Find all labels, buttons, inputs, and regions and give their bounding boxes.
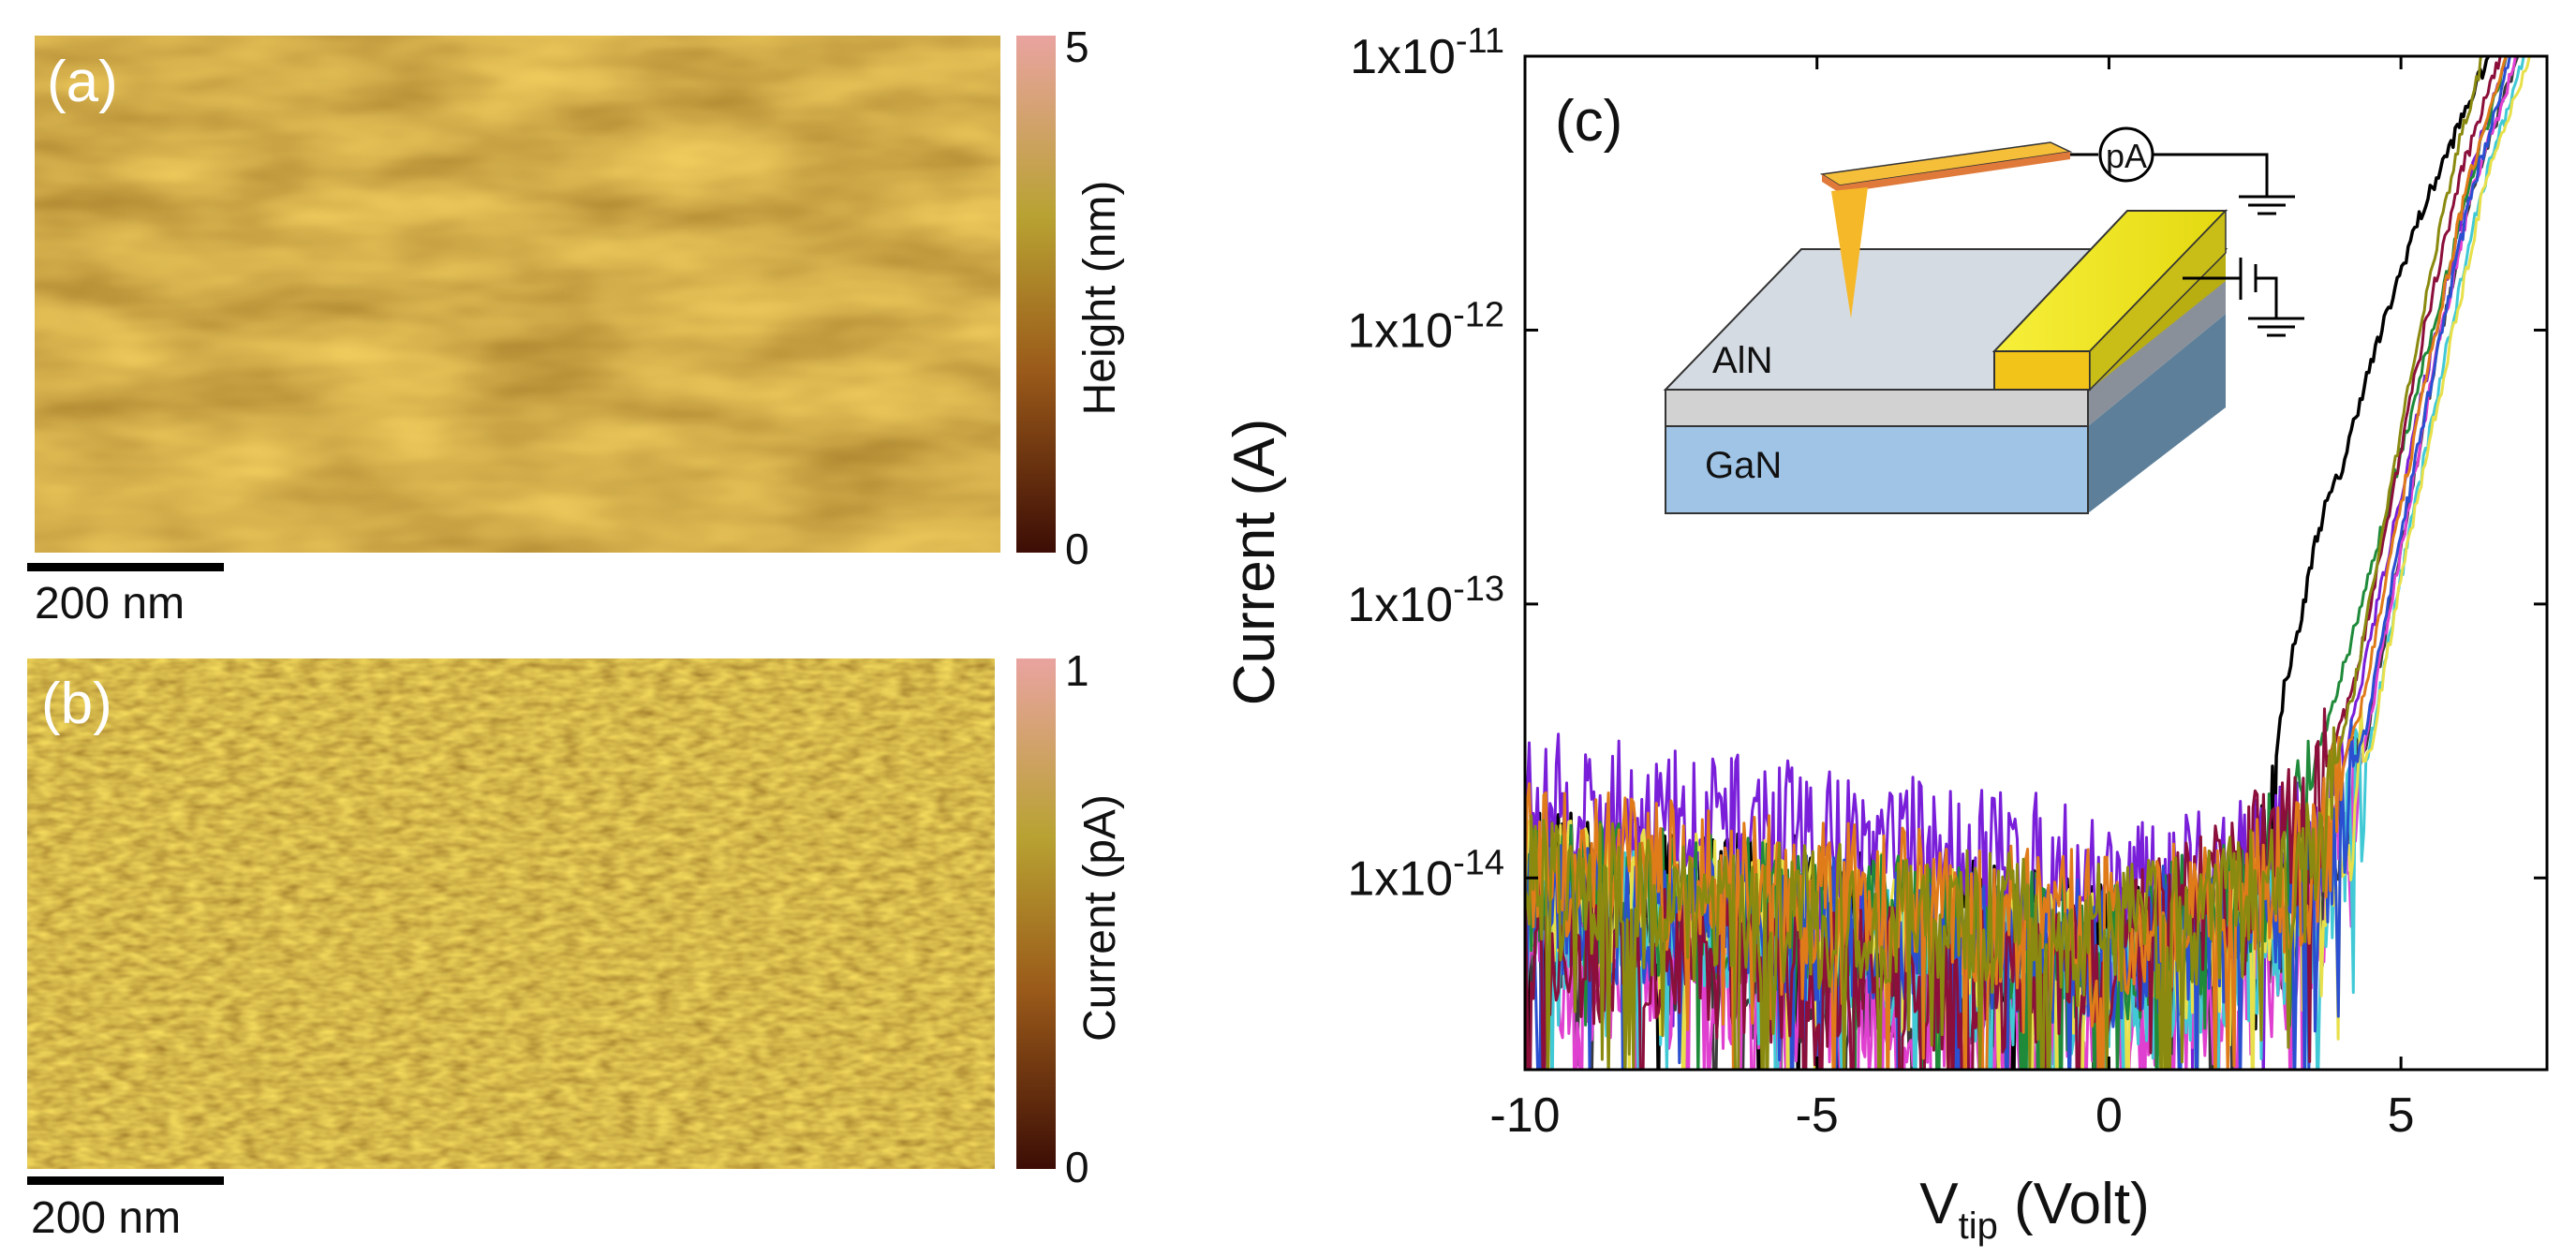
- x-axis-title-tail: (Volt): [1998, 1172, 2150, 1236]
- panel-a-label: (a): [47, 50, 118, 114]
- current-colorbar-min: 0: [1065, 1143, 1089, 1191]
- cantilever-edge: [1822, 152, 2070, 193]
- height-colorbar-min: 0: [1065, 525, 1089, 573]
- x-axis-title: Vtip (Volt): [1919, 1172, 2150, 1247]
- afm-height-map: [35, 36, 1000, 553]
- panel-c-label: (c): [1555, 89, 1622, 154]
- y-tick-label: 1x10-14: [1347, 843, 1504, 906]
- y-tick-label-exp: -14: [1453, 843, 1504, 882]
- y-tick-label-base: 1x10: [1347, 303, 1453, 358]
- x-tick-label: 5: [2388, 1088, 2415, 1143]
- y-tick-label: 1x10-13: [1347, 569, 1504, 632]
- y-tick-label-base: 1x10: [1347, 578, 1453, 632]
- y-tick-label-exp: -13: [1453, 569, 1504, 609]
- plot-frame: [1523, 54, 2549, 1072]
- scalebar-b-label: 200 nm: [31, 1193, 181, 1243]
- gan-side: [2088, 314, 2226, 513]
- height-colorbar-max: 5: [1065, 22, 1089, 71]
- y-tick-label: 1x10-12: [1347, 295, 1504, 358]
- x-tick-label: -5: [1796, 1088, 1839, 1143]
- x-tick-label: 0: [2095, 1088, 2123, 1143]
- afm-current-map: [27, 658, 995, 1169]
- x-axis-title-sub: tip: [1959, 1205, 1998, 1247]
- aln-front: [1665, 389, 2089, 427]
- height-colorbar-label: Height (nm): [1075, 181, 1125, 416]
- x-axis: -10 -5 0 5: [1489, 56, 2415, 1143]
- y-tick-label: 1x10-11: [1350, 22, 1504, 84]
- contact-right: [2089, 209, 2227, 392]
- aln-side: [2088, 277, 2226, 426]
- y-tick-label-exp: -12: [1453, 295, 1504, 334]
- afm-tip: [1831, 187, 1868, 318]
- y-tick-label-base: 1x10: [1350, 30, 1456, 84]
- chart-series: [1525, 56, 2531, 1070]
- picoammeter-label: pA: [2106, 137, 2147, 175]
- inset-gan-label: GaN: [1705, 445, 1782, 486]
- y-tick-label-exp: -11: [1456, 22, 1504, 61]
- scalebar-a: [27, 563, 224, 571]
- y-axis-title: Current (A): [1222, 419, 1287, 706]
- current-colorbar: [1016, 658, 1056, 1169]
- series-line-11: [1525, 56, 2483, 1070]
- panel-a: (a) 5 0 Height (nm) 200 nm: [27, 22, 1125, 628]
- panel-b: (b) 1 0 Current (pA) 200 nm: [27, 646, 1125, 1243]
- current-colorbar-label: Current (pA): [1075, 794, 1125, 1042]
- series-line-2: [1525, 56, 2508, 1070]
- series-line-4: [1525, 56, 2518, 1070]
- x-axis-title-main: V: [1919, 1172, 1959, 1236]
- scalebar-a-label: 200 nm: [35, 579, 185, 628]
- inset-schematic: pA AlN GaN: [1663, 126, 2304, 514]
- contact-front: [1993, 350, 2091, 391]
- scalebar-b: [27, 1176, 224, 1185]
- x-tick-label: -10: [1489, 1088, 1560, 1143]
- wire-ground-1: [2153, 153, 2269, 197]
- height-colorbar: [1016, 36, 1056, 553]
- wire-ground-2: [2256, 276, 2278, 318]
- current-colorbar-max: 1: [1065, 646, 1089, 695]
- inset-aln-label: AlN: [1712, 340, 1772, 381]
- y-tick-label-base: 1x10: [1347, 851, 1453, 906]
- panel-b-label: (b): [41, 672, 112, 736]
